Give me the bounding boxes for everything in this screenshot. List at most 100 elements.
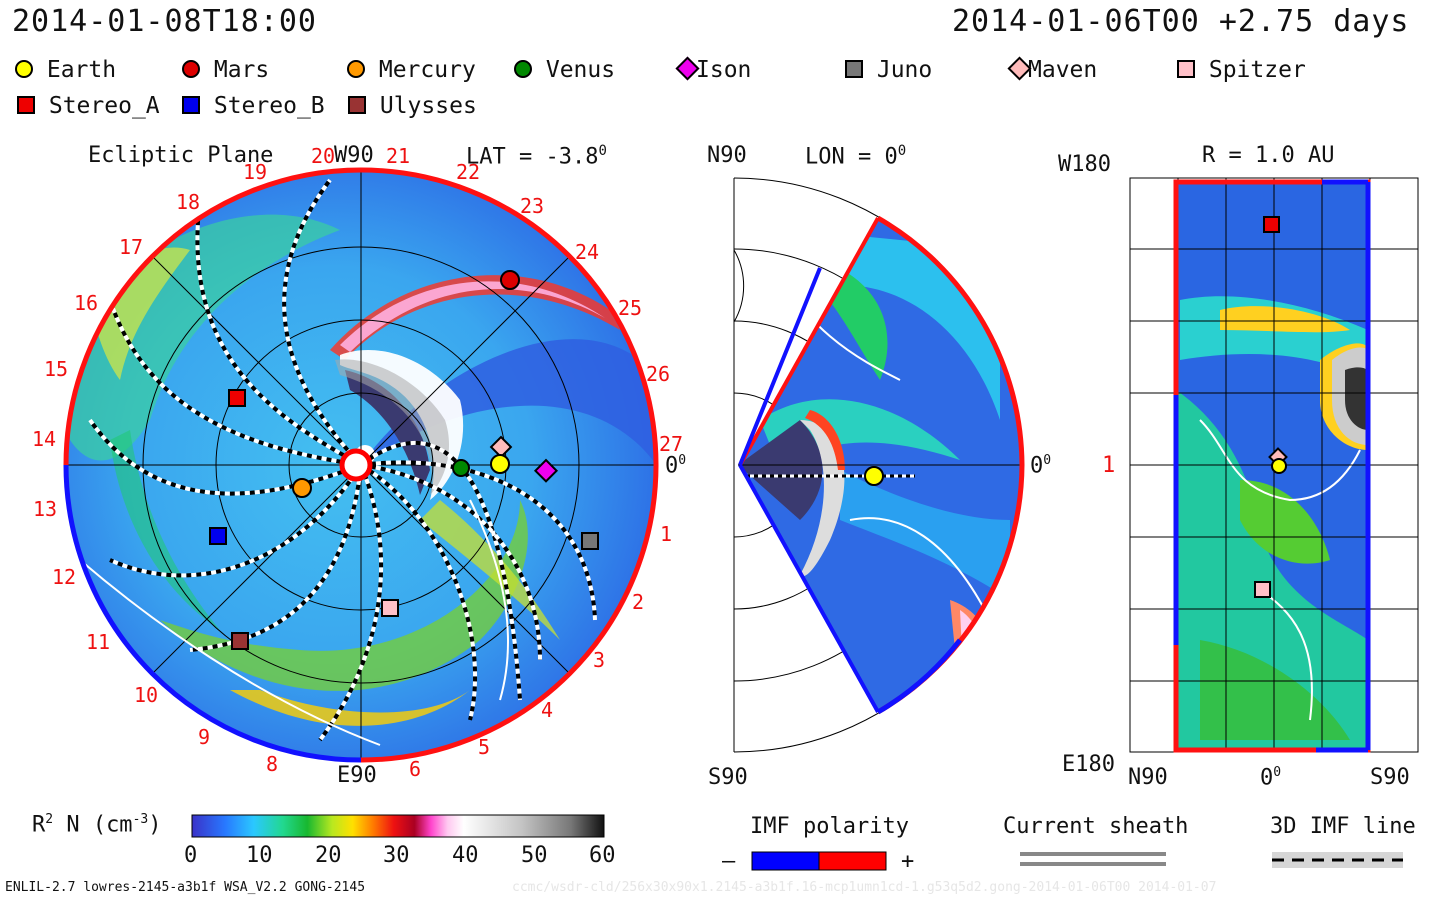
stereo-b-point (209, 527, 227, 545)
meridional-zero-degree: 0 (1043, 453, 1052, 468)
ecliptic-bodies (209, 270, 599, 650)
ulysses-marker-icon (348, 96, 366, 114)
stereo-a-point (228, 389, 246, 407)
ecliptic-zero-degree: 0 (678, 453, 687, 468)
ulysses-point (231, 632, 249, 650)
current-sheath-sample (1020, 851, 1166, 867)
colorbar-tick: 50 (521, 843, 548, 868)
legend-item-spitzer: Spitzer (1177, 57, 1306, 83)
legend-label: Earth (46, 57, 117, 83)
colorbar-tick: 30 (383, 843, 410, 868)
sun-marker (339, 448, 373, 482)
ison-point (533, 458, 559, 483)
legend-label: Spitzer (1208, 57, 1306, 83)
carrington-label: 11 (86, 630, 111, 654)
carrington-label: 9 (198, 725, 211, 749)
colorbar-tick: 60 (589, 843, 616, 868)
carrington-label: 17 (119, 235, 144, 259)
colorbar-label-rest: N (cm (66, 812, 133, 838)
meridional-bottom-label: S90 (708, 765, 748, 790)
map-x-mid-value: 0 (1260, 765, 1274, 791)
spitzer-marker-icon (1177, 60, 1195, 78)
map-top-label: W180 (1058, 152, 1111, 177)
legend-label: Mercury (378, 57, 476, 83)
juno-point (581, 532, 599, 550)
legend-item-ulysses: Ulysses (348, 93, 477, 119)
legend-label: Stereo_A (48, 93, 160, 119)
colorbar (191, 814, 605, 838)
lon-degree: 0 (897, 143, 907, 159)
carrington-label: 4 (541, 698, 554, 722)
legend-label: Venus (545, 57, 616, 83)
venus-marker-icon (514, 60, 532, 78)
earth-point (490, 454, 510, 474)
imf-plus-sign: + (901, 849, 915, 874)
map-mid-label: 1 (1102, 453, 1116, 478)
colorbar-tick: 10 (246, 843, 273, 868)
carrington-label: 19 (243, 160, 268, 184)
meridional-zero: 0 (1030, 453, 1044, 479)
ecliptic-top-label: W90 (334, 143, 374, 168)
legend-label: Mars (213, 57, 270, 83)
legend-item-stereo-a: Stereo_A (17, 93, 160, 119)
legend-label: Juno (876, 57, 933, 83)
carrington-label: 25 (618, 296, 643, 320)
spitzer-point (381, 599, 399, 617)
carrington-label: 18 (176, 190, 201, 214)
footer-left: ENLIL-2.7 lowres-2145-a3b1f WSA_V2.2 GON… (5, 880, 366, 895)
carrington-label: 12 (52, 565, 77, 589)
juno-marker-icon (845, 60, 863, 78)
legend-item-stereo-b: Stereo_B (182, 93, 325, 119)
map-x-mid-degree: 0 (1273, 765, 1282, 780)
carrington-label: 8 (266, 752, 279, 776)
meridional-panel (733, 177, 1025, 753)
venus-point (452, 459, 470, 477)
map-x-mid: 00 (1260, 765, 1281, 790)
footer-right: ccmc/wsdr-cld/256x30x90x1.2145-a3b1f.16-… (512, 880, 1217, 895)
carrington-label: 20 (311, 144, 336, 168)
imf-line-title: 3D IMF line (1270, 814, 1416, 839)
carrington-label: 15 (44, 357, 69, 381)
carrington-label: 21 (386, 144, 411, 168)
colorbar-label-sup: 2 (45, 812, 54, 827)
earth-marker-icon (15, 60, 33, 78)
lon-value: LON = 0 (805, 144, 898, 170)
meridional-lon-label: LON = 00 (805, 143, 906, 169)
stereo-a-point-map (1263, 216, 1280, 233)
legend-label: Stereo_B (213, 93, 325, 119)
map-r-label: R = 1.0 AU (1202, 143, 1335, 168)
colorbar-label-close: ) (148, 812, 162, 838)
lat-degree: 0 (598, 143, 607, 159)
colorbar-tick: 40 (452, 843, 479, 868)
current-sheath-title: Current sheath (1003, 814, 1189, 839)
legend-item-maven: Maven (1007, 56, 1097, 83)
carrington-label: 23 (520, 194, 545, 218)
ecliptic-title: Ecliptic Plane (88, 143, 274, 168)
ecliptic-panel (63, 167, 659, 763)
meridional-right-label: 00 (1030, 453, 1051, 478)
ecliptic-right-label: 00 (665, 453, 686, 478)
ecliptic-bottom-label: E90 (337, 763, 377, 788)
carrington-label: 16 (74, 291, 99, 315)
carrington-label: 2 (632, 590, 645, 614)
legend-label: Ulysses (379, 93, 477, 119)
legend-label: Ison (696, 57, 752, 83)
imf-polarity-title: IMF polarity (750, 814, 909, 839)
carrington-label: 5 (478, 735, 491, 759)
mercury-point (292, 478, 312, 498)
legend-item-mercury: Mercury (347, 57, 476, 83)
imf-line-sample (1272, 852, 1403, 868)
timestamp-left: 2014-01-08T18:00 (12, 4, 317, 39)
maven-point (489, 435, 513, 459)
map-panel (1129, 177, 1419, 753)
mercury-marker-icon (347, 60, 365, 78)
carrington-label: 27 (659, 432, 684, 456)
carrington-label: 14 (32, 427, 57, 451)
colorbar-tick: 0 (184, 843, 198, 868)
carrington-label: 22 (456, 160, 481, 184)
legend-item-earth: Earth (15, 57, 116, 83)
map-x-right: S90 (1370, 765, 1410, 790)
ecliptic-zero: 0 (665, 453, 679, 479)
lat-value: LAT = -3.8 (466, 144, 599, 170)
